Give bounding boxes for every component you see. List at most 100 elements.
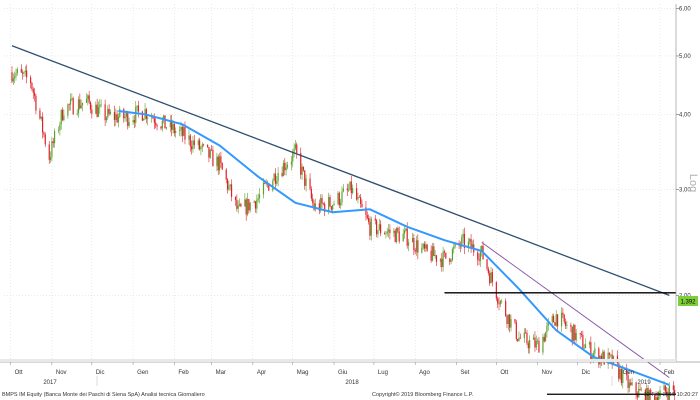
- candle-body: [67, 104, 69, 116]
- candle-body: [439, 258, 442, 262]
- candle-body: [461, 237, 463, 247]
- candle-body: [79, 99, 81, 109]
- scale-label: Log: [687, 174, 699, 192]
- month-label: Gen: [623, 370, 634, 376]
- last-price-label: 1,392: [680, 300, 696, 306]
- candle-body: [301, 166, 303, 175]
- candle-body: [413, 237, 415, 251]
- candle-body: [240, 203, 242, 207]
- candle-body: [20, 68, 22, 73]
- candle-body: [402, 233, 404, 242]
- candle-body: [32, 89, 34, 93]
- month-label: Mag: [297, 370, 309, 376]
- candle-body: [12, 78, 14, 82]
- candle-body: [377, 230, 379, 235]
- candle-body: [333, 203, 335, 206]
- candle-body: [620, 368, 623, 384]
- candle-body: [48, 144, 50, 160]
- candle-body: [230, 184, 233, 197]
- candle-body: [491, 272, 493, 283]
- candle-body: [454, 242, 456, 247]
- candle-body: [105, 117, 108, 121]
- candle-body: [365, 207, 367, 216]
- candle-body: [200, 147, 202, 150]
- candle-body: [415, 240, 418, 252]
- candle-body: [348, 189, 350, 191]
- candle-body: [81, 102, 84, 106]
- candle-body: [164, 115, 166, 129]
- last-price-tag: 1,392: [678, 296, 698, 306]
- candle-body: [417, 240, 419, 253]
- candle-body: [15, 73, 17, 77]
- candle-body: [181, 126, 183, 136]
- candle-body: [544, 332, 547, 342]
- candle-body: [341, 191, 343, 203]
- y-tick-label: 3,00: [679, 187, 691, 193]
- candle-body: [108, 108, 110, 114]
- candle-body: [499, 300, 501, 305]
- candle-body: [201, 144, 203, 148]
- y-tick-label: 5,00: [679, 54, 691, 60]
- candle-body: [659, 390, 661, 397]
- candle-body: [407, 242, 410, 246]
- candle-body: [321, 197, 323, 204]
- candle-body: [610, 354, 612, 356]
- month-label: Feb: [664, 370, 675, 376]
- candle-body: [193, 140, 195, 146]
- candle-body: [324, 203, 326, 212]
- candle-body: [305, 178, 307, 186]
- candle-body: [451, 248, 454, 261]
- candle-body: [63, 115, 65, 121]
- candle-body: [191, 146, 193, 150]
- candle-body: [395, 227, 398, 243]
- candle-body: [281, 172, 283, 177]
- candle-body: [403, 230, 406, 234]
- month-label: Gen: [137, 370, 148, 376]
- candle-body: [272, 180, 274, 191]
- candle-body: [76, 113, 78, 115]
- candle-body: [153, 118, 155, 123]
- candle-body: [423, 243, 426, 249]
- year-label: 2017: [43, 380, 57, 386]
- candle-body: [318, 203, 320, 211]
- candle-body: [462, 233, 464, 238]
- candle-body: [124, 117, 126, 119]
- candle-body: [602, 351, 604, 363]
- candles: [11, 64, 676, 400]
- candle-body: [212, 149, 214, 167]
- candle-body: [566, 324, 568, 326]
- candle-body: [221, 162, 223, 170]
- candle-body: [467, 241, 470, 248]
- candle-body: [478, 259, 480, 261]
- candle-body: [608, 352, 611, 355]
- candle-body: [60, 109, 62, 125]
- candle-body: [277, 172, 279, 182]
- candle-body: [141, 111, 143, 121]
- month-label: Nov: [542, 370, 553, 376]
- candle-body: [220, 156, 222, 163]
- candle-body: [433, 246, 435, 257]
- candle-body: [156, 125, 158, 127]
- candle-body: [97, 107, 100, 117]
- candle-body: [501, 300, 503, 302]
- candle-body: [119, 108, 121, 117]
- candle-body: [179, 130, 181, 132]
- candle-body: [598, 348, 600, 365]
- candle-body: [514, 319, 516, 323]
- candle-body: [338, 192, 340, 206]
- candle-body: [172, 124, 174, 130]
- candle-body: [414, 250, 416, 252]
- candle-body: [358, 197, 360, 198]
- candle-body: [360, 197, 362, 204]
- candle-body: [209, 149, 211, 158]
- candle-body: [276, 181, 278, 184]
- candle-body: [523, 332, 525, 339]
- candle-body: [312, 198, 314, 203]
- candle-body: [626, 369, 628, 376]
- candle-body: [40, 116, 42, 119]
- candle-body: [136, 105, 138, 107]
- candle-body: [361, 203, 363, 208]
- candle-body: [422, 243, 424, 248]
- candle-body: [667, 394, 669, 400]
- candle-body: [572, 324, 575, 342]
